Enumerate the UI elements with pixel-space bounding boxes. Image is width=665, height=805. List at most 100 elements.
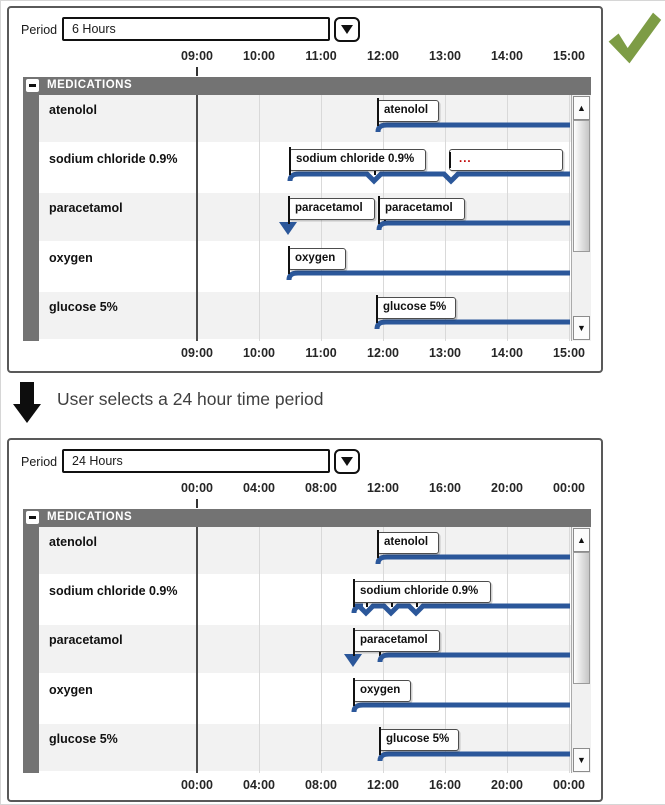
axis-tick-label: 20:00 [491,778,523,792]
period-dropdown-button[interactable] [334,449,360,474]
dose-label-box[interactable]: sodium chloride 0.9% [353,581,491,604]
medication-duration-bar[interactable] [39,217,571,233]
scroll-down-icon[interactable]: ▼ [573,748,590,772]
timeline-panel-6h: Period 6 Hours 09:00 10:00 11:00 12:00 13:00… [7,6,603,373]
collapse-minus-icon[interactable] [26,511,39,524]
medication-duration-bar[interactable] [39,168,571,185]
medication-duration-bar[interactable] [39,748,571,764]
medication-duration-bar[interactable] [39,649,571,665]
dose-label-text: sodium chloride 0.9% [360,585,479,598]
medication-duration-bar[interactable] [39,600,571,617]
time-axis-bottom: 09:00 10:00 11:00 12:00 13:00 14:00 15:00 [39,346,585,362]
dose-label-tick [288,245,290,274]
axis-tick-label: 16:00 [429,778,461,792]
period-dropdown-button[interactable] [334,17,360,42]
medication-row-label: glucose 5% [49,731,118,746]
dose-label-box[interactable]: paracetamol [353,630,440,653]
dose-marker-triangle[interactable] [344,654,362,668]
axis-tick-label: 09:00 [181,49,213,63]
axis-tick-label: 00:00 [553,481,585,495]
medication-row-label: paracetamol [49,633,123,648]
medication-row-label: oxygen [49,250,93,265]
dose-label-tick [353,677,355,706]
dose-marker-triangle[interactable] [279,222,297,236]
hour-gridline [321,527,322,773]
medication-row-label: paracetamol [49,201,123,216]
medication-row: oxygen [39,243,571,292]
group-left-strip [23,95,39,341]
dose-label-tick [353,628,355,657]
medication-row: glucose 5% [39,291,571,341]
medication-duration-bar[interactable] [39,551,571,567]
axis-tick-label: 12:00 [367,778,399,792]
axis-tick-label: 04:00 [243,481,275,495]
down-arrow-icon [13,382,41,423]
collapse-minus-icon[interactable] [26,79,39,92]
dose-time-tick [416,600,418,608]
scroll-down-icon[interactable]: ▼ [573,316,590,340]
medication-duration-bar[interactable] [39,267,571,283]
scrollbar-thumb[interactable] [573,120,590,252]
axis-tick-label: 14:00 [491,49,523,63]
medication-row-label: atenolol [49,103,97,117]
group-title: MEDICATIONS [47,511,133,523]
hour-gridline [445,527,446,773]
scrollbar-thumb[interactable] [573,552,590,684]
dose-time-tick [374,168,376,176]
dose-label-box[interactable]: oxygen [353,679,411,702]
timeline-chart: atenolol sodium chloride 0.9% paracetamol o… [39,95,571,341]
dose-time-tick [366,600,368,608]
medication-row: atenolol [39,527,571,577]
axis-tick-label: 09:00 [181,346,213,360]
medication-duration-bar[interactable] [39,699,571,715]
dose-label-box[interactable]: sodium chloride 0.9% [289,149,426,172]
chevron-down-icon [341,457,353,466]
period-dropdown[interactable]: 24 Hours [62,449,330,473]
dose-label-tick [353,579,355,608]
axis-tick-label: 12:00 [367,49,399,63]
axis-tick-mark [196,67,198,76]
dose-label-text: ... [459,153,472,166]
axis-tick-label: 00:00 [553,778,585,792]
dose-label-text: paracetamol [385,202,453,215]
medication-duration-bar[interactable] [39,119,571,135]
period-dropdown[interactable]: 6 Hours [62,17,330,41]
hour-gridline [196,527,198,773]
axis-tick-label: 20:00 [491,481,523,495]
medication-row: atenolol [39,95,571,145]
dose-label-box[interactable]: atenolol [377,100,439,122]
dose-label-tick [377,530,379,558]
group-left-strip [23,527,39,773]
hour-gridline [259,95,260,341]
dose-label-tick [289,147,291,176]
time-axis-bottom: 00:00 04:00 08:00 12:00 16:00 20:00 00:00 [39,778,585,794]
dose-label-text: sodium chloride 0.9% [296,153,415,166]
axis-tick-label: 15:00 [553,346,585,360]
dose-label-box[interactable]: glucose 5% [379,728,459,751]
scroll-up-icon[interactable]: ▲ [573,528,590,552]
vertical-scrollbar[interactable]: ▲ ▼ [571,95,591,341]
medication-duration-bar[interactable] [39,316,571,332]
axis-tick-label: 12:00 [367,481,399,495]
medication-row-label: sodium chloride 0.9% [49,584,178,599]
dose-label-text: atenolol [384,104,429,116]
dose-label-text: glucose 5% [386,732,450,745]
dose-label-box[interactable]: paracetamol [378,198,465,221]
scroll-up-icon[interactable]: ▲ [573,96,590,120]
period-dropdown-value: 6 Hours [72,22,116,36]
dose-label-box[interactable]: oxygen [288,247,346,270]
dose-label-box[interactable]: paracetamol [288,198,375,221]
vertical-scrollbar[interactable]: ▲ ▼ [571,527,591,773]
group-header: MEDICATIONS [23,509,591,527]
dose-label-box[interactable]: ... [449,149,563,172]
axis-tick-label: 12:00 [367,346,399,360]
dose-label-box[interactable]: atenolol [377,532,439,554]
axis-tick-mark [196,499,198,508]
dose-label-box[interactable]: glucose 5% [376,296,456,319]
axis-tick-label: 10:00 [243,49,275,63]
dose-label-text: oxygen [360,683,401,696]
dose-label-tick [377,98,379,126]
axis-tick-label: 00:00 [181,778,213,792]
dose-label-tick [449,152,451,169]
